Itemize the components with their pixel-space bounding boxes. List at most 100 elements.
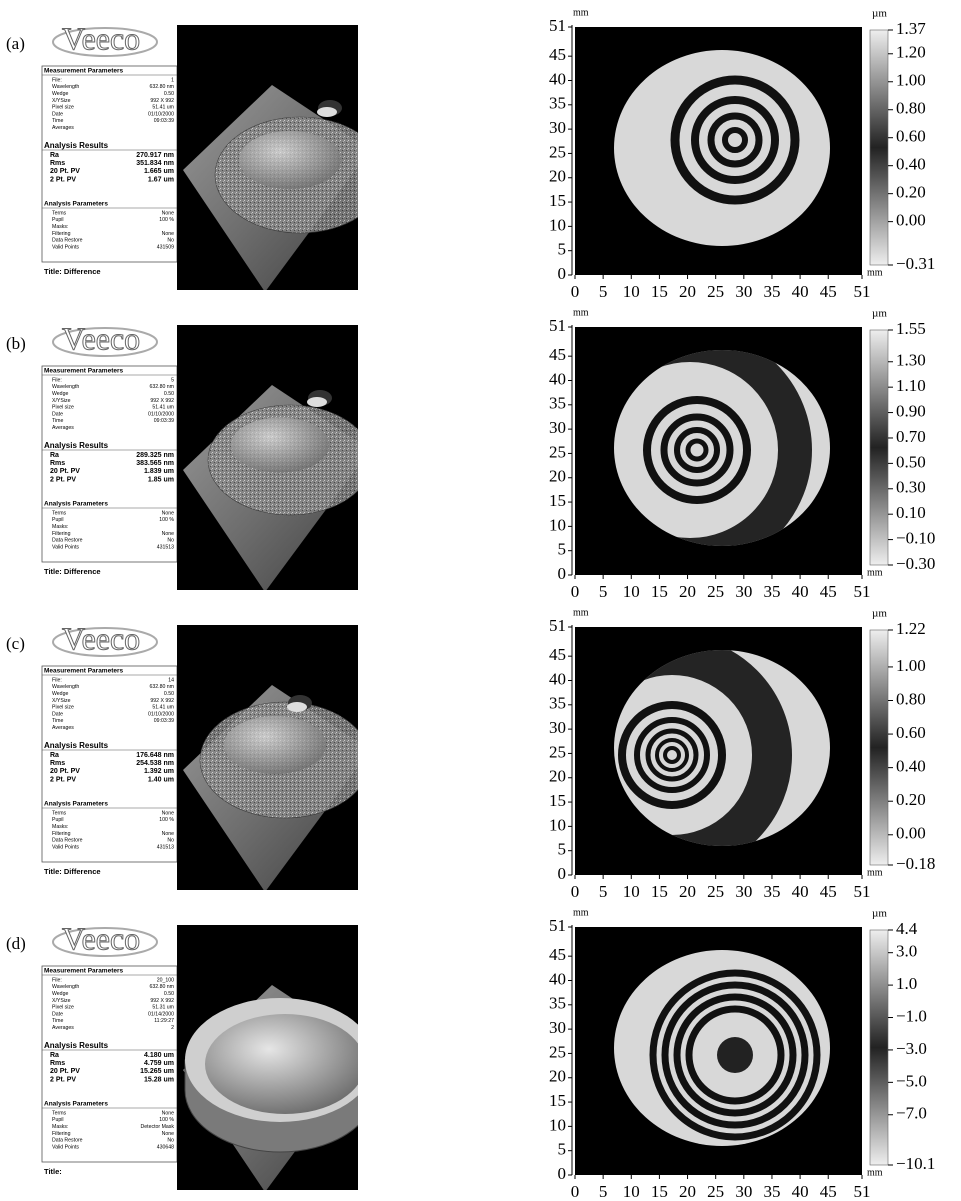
param-value: 09:03:39 (154, 118, 174, 124)
disk-shade (224, 716, 326, 774)
param-value: None (162, 1110, 175, 1116)
x-tick-label: 35 (763, 1182, 780, 1201)
param-label: Valid Points (52, 244, 79, 250)
colorbar-tick-label: 1.55 (896, 319, 926, 338)
x-tick-label: 20 (679, 1182, 696, 1201)
param-label: Averages (52, 1025, 74, 1031)
param-label: Pupil (52, 1117, 64, 1123)
colorbar-tick-label: 0.40 (896, 155, 926, 174)
param-value: 992 X 992 (150, 998, 174, 1004)
x-tick-label: 30 (735, 582, 752, 601)
y-tick-label: 30 (549, 718, 566, 737)
x-tick-label: 45 (820, 1182, 837, 1201)
x-tick-label: 35 (763, 882, 780, 901)
colorbar-tick-label: −3.0 (896, 1039, 927, 1058)
plot-title: Title: (44, 1167, 62, 1176)
x-tick-label: 45 (820, 882, 837, 901)
x-tick-label: 40 (792, 882, 809, 901)
param-value: None (162, 510, 175, 516)
y-tick-label: 35 (549, 994, 566, 1013)
x-tick-label: 51 (854, 582, 871, 601)
y-axis-unit: mm (573, 307, 589, 318)
param-value: 176.648 nm (136, 752, 174, 759)
panel-label: (d) (6, 934, 26, 953)
colorbar-tick-label: 0.90 (896, 401, 926, 420)
param-value: 1 (171, 77, 174, 83)
x-tick-label: 0 (571, 582, 580, 601)
x-tick-label: 35 (763, 282, 780, 301)
param-label: File: (52, 377, 62, 383)
param-value: 1.665 um (144, 168, 174, 175)
colorbar-tick-label: 0.30 (896, 478, 926, 497)
y-axis-unit: mm (573, 907, 589, 918)
param-value: 01/10/2000 (148, 411, 174, 417)
param-label: Data Restore (52, 838, 83, 844)
section-heading: Analysis Results (44, 741, 109, 750)
colorbar-unit: µm (872, 8, 887, 20)
figure: (a)VeecoMeasurement ParametersFile:1Wave… (0, 0, 961, 1201)
param-label: File: (52, 77, 62, 83)
y-tick-label: 20 (549, 1067, 566, 1086)
panel-label: (c) (6, 634, 25, 653)
logo: Veeco (62, 320, 140, 356)
param-label: Wavelength (52, 84, 79, 90)
param-value: 254.538 nm (136, 760, 174, 767)
param-label: X/YSize (52, 398, 71, 404)
y-tick-label: 0 (558, 864, 567, 883)
param-value: None (162, 210, 175, 216)
colorbar-tick-label: 1.00 (896, 71, 926, 90)
param-label: Wedge (52, 391, 68, 397)
param-label: 20 Pt. PV (50, 468, 80, 475)
param-value: None (162, 1131, 175, 1137)
colorbar-tick-label: 0.60 (896, 127, 926, 146)
param-label: Pixel size (52, 105, 74, 111)
param-label: 20 Pt. PV (50, 1068, 80, 1075)
param-label: Valid Points (52, 544, 79, 550)
param-label: Date (52, 1011, 63, 1017)
param-value: 0.50 (164, 391, 174, 397)
param-value: 2 (171, 1025, 174, 1031)
panel-label: (a) (6, 34, 25, 53)
section-heading: Analysis Results (44, 141, 109, 150)
colorbar (870, 30, 888, 265)
y-tick-label: 0 (558, 1164, 567, 1183)
panel-label: (b) (6, 334, 26, 353)
colorbar-below-label: mm (867, 567, 883, 578)
param-value: 431513 (157, 844, 174, 850)
colorbar-tick-label: 0.80 (896, 99, 926, 118)
param-label: X/YSize (52, 98, 71, 104)
colorbar-tick-label: −10.1 (896, 1154, 935, 1173)
x-tick-label: 25 (707, 882, 724, 901)
param-value: None (162, 810, 175, 816)
param-value: 100 % (159, 817, 174, 823)
colorbar-tick-label: −0.10 (896, 529, 935, 548)
param-label: 2 Pt. PV (50, 1076, 76, 1083)
param-value: 632.80 nm (149, 384, 174, 390)
param-value: None (162, 831, 175, 837)
param-label: Data Restore (52, 1138, 83, 1144)
param-value: 632.80 nm (149, 84, 174, 90)
param-label: Ra (50, 152, 59, 159)
colorbar-below-label: mm (867, 267, 883, 278)
y-tick-label: 15 (549, 791, 566, 810)
param-value: 01/10/2000 (148, 711, 174, 717)
param-label: Wavelength (52, 384, 79, 390)
y-tick-label: 45 (549, 345, 566, 364)
param-label: Rms (50, 760, 65, 767)
param-label: Terms (52, 210, 67, 216)
panel: (d)VeecoMeasurement ParametersFile:20_10… (6, 907, 935, 1201)
x-tick-label: 45 (820, 582, 837, 601)
colorbar (870, 930, 888, 1165)
colorbar-tick-label: 1.10 (896, 376, 926, 395)
param-value: 09:03:39 (154, 718, 174, 724)
param-value: 431509 (157, 244, 174, 250)
colorbar-tick-label: −0.18 (896, 854, 935, 873)
param-label: 2 Pt. PV (50, 176, 76, 183)
y-tick-label: 10 (549, 1115, 566, 1134)
y-tick-label: 15 (549, 1091, 566, 1110)
param-value: 51.41 um (152, 405, 174, 411)
y-tick-label: 10 (549, 215, 566, 234)
param-value: 0.50 (164, 91, 174, 97)
